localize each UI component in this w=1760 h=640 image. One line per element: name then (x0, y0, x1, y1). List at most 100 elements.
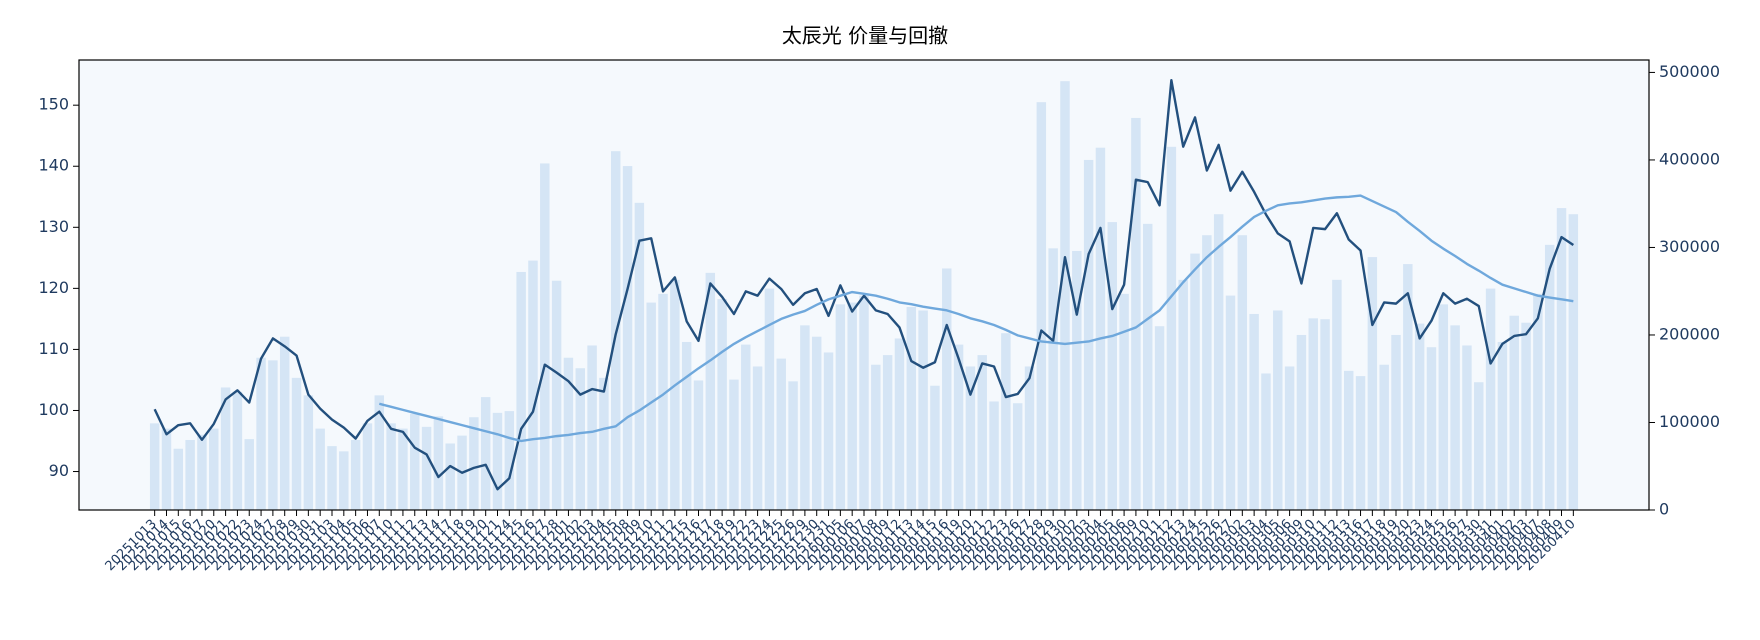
volume-bar (504, 411, 515, 510)
line (378, 194, 1574, 443)
volume-bar (646, 302, 656, 510)
chart-title: 太辰光 价量与回撤 (782, 24, 948, 48)
volume-bar (1509, 315, 1519, 510)
volume-bar (551, 280, 562, 510)
volume-bar (800, 325, 810, 510)
volume-bar (1296, 334, 1307, 510)
volume-bar (1249, 313, 1259, 510)
volume-bar (327, 446, 337, 510)
volume-bar (1154, 326, 1165, 510)
volume-bar (480, 397, 491, 510)
volume-bar (1343, 370, 1354, 510)
volume-bar (977, 355, 987, 510)
y2-tick-label: 0 (1659, 500, 1669, 519)
volume-bar (705, 272, 716, 510)
volume-bar (634, 202, 645, 511)
y-tick-label: 90 (49, 461, 69, 480)
volume-bar (350, 439, 361, 510)
volume-bar (1332, 279, 1342, 510)
volume-bar (847, 302, 857, 510)
volume-bar (516, 271, 526, 510)
y-tick-label: 120 (38, 278, 69, 297)
volume-bar (906, 306, 917, 510)
volume-bar (599, 377, 609, 510)
volume-bar (173, 448, 184, 510)
volume-bar (291, 377, 302, 510)
y2-tick-label: 400000 (1659, 149, 1720, 168)
volume-bar (1143, 223, 1153, 510)
volume-bar (1225, 295, 1236, 510)
volume-bar (1426, 347, 1437, 510)
volume-bar (1095, 147, 1106, 510)
volume-bar (161, 428, 172, 510)
volume-bar (1379, 364, 1389, 510)
y2-tick-label: 300000 (1659, 237, 1720, 256)
volume-bar (681, 341, 692, 510)
volume-bar (859, 295, 869, 510)
volume-bar (209, 428, 219, 510)
volume-bar (220, 387, 231, 510)
volume-bar (1083, 159, 1094, 510)
volume-bar (1320, 319, 1330, 510)
volume-bar (764, 288, 775, 510)
volume-bar (1556, 208, 1567, 510)
volume-bar (1568, 214, 1579, 511)
volume-bar (835, 304, 846, 510)
volume-bar (1202, 235, 1212, 510)
volume-bar (528, 260, 538, 510)
volume-bar (1107, 222, 1117, 510)
volume-bar (1048, 248, 1058, 510)
volume-bar (492, 412, 503, 510)
volume-bar (752, 366, 763, 510)
y-tick-label: 140 (38, 156, 69, 175)
volume-bar (717, 299, 727, 510)
volume-bar (989, 401, 999, 510)
volume-bar (1237, 235, 1248, 510)
volume-bar (1497, 341, 1508, 510)
volume-bar (232, 391, 243, 510)
volume-bar (871, 364, 881, 510)
y-tick-label: 150 (38, 95, 69, 114)
volume-bar (1367, 257, 1378, 510)
volume-bar (1131, 117, 1141, 510)
volume-bar (1072, 250, 1082, 510)
volume-bar (1450, 325, 1460, 510)
volume-bar (918, 310, 928, 510)
y2-tick-label: 500000 (1659, 62, 1720, 81)
volume-bar (1391, 334, 1401, 510)
volume-bar (398, 428, 408, 510)
volume-bar (268, 360, 278, 510)
volume-bar (1024, 366, 1035, 510)
volume-bar (693, 380, 704, 510)
volume-bar (575, 368, 585, 510)
volume-bar (622, 166, 633, 510)
volume-bar (1012, 403, 1023, 510)
y2-tick-label: 200000 (1659, 324, 1720, 343)
volume-bar (823, 352, 834, 510)
volume-bar (1166, 146, 1177, 511)
volume-bar (244, 439, 254, 510)
volume-bar (279, 336, 290, 510)
volume-bar (1414, 323, 1425, 510)
volume-bar (410, 413, 420, 510)
volume-bar (1190, 253, 1200, 510)
volume-bar (1261, 373, 1271, 510)
line (153, 78, 1575, 491)
y-tick-label: 110 (38, 339, 69, 358)
volume-bar (729, 379, 739, 510)
volume-bar (433, 416, 444, 510)
volume-bar (339, 451, 349, 510)
volume-bar (315, 428, 325, 510)
volume-bar (1284, 366, 1295, 510)
volume-bar (776, 358, 786, 510)
volume-bar (587, 345, 597, 510)
volume-bar (1213, 214, 1224, 511)
volume-bar (1060, 81, 1070, 510)
volume-bar (1036, 102, 1047, 510)
volume-bar (540, 163, 550, 510)
volume-bar (942, 268, 952, 510)
volume-bar (811, 336, 822, 510)
volume-bar (1544, 244, 1555, 510)
